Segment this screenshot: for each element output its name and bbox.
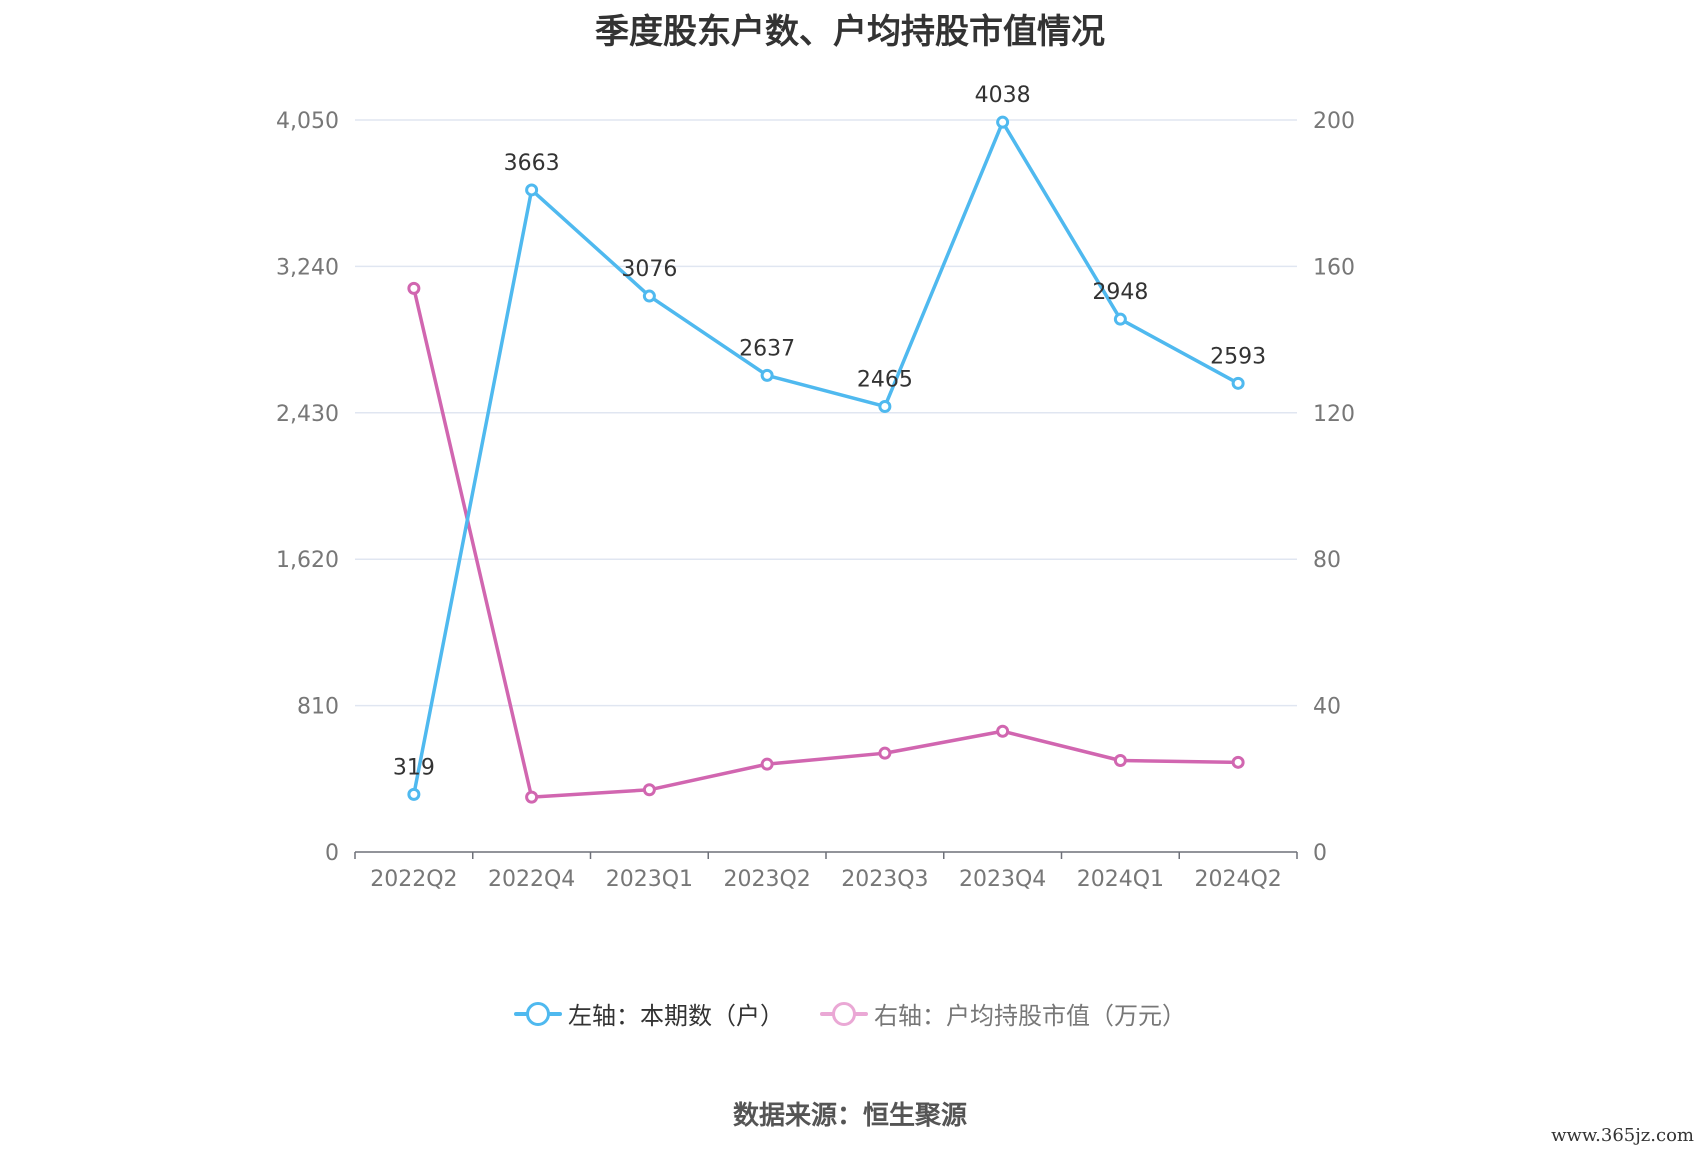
data-point: [1231, 376, 1245, 390]
y-left-tick-label: 3,240: [276, 255, 339, 280]
data-label: 3663: [504, 151, 560, 176]
x-tick-label: 2024Q2: [1194, 867, 1281, 892]
legend-item-left-axis[interactable]: 左轴：本期数（户）: [514, 996, 784, 1031]
legend-marker-circle-icon: [514, 1000, 562, 1028]
data-label: 2637: [739, 336, 795, 361]
x-tick-label: 2023Q3: [841, 867, 928, 892]
data-labels: 319 3663 3076 2637 2465 4038 2948 2593: [393, 83, 1266, 780]
data-label: 3076: [621, 257, 677, 282]
x-tick-label: 2024Q1: [1077, 867, 1164, 892]
x-tick-label: 2022Q4: [488, 867, 575, 892]
legend: 左轴：本期数（户） 右轴：户均持股市值（万元）: [0, 996, 1700, 1031]
data-label: 319: [393, 755, 435, 780]
x-tick-label: 2023Q2: [723, 867, 810, 892]
data-point: [525, 183, 539, 197]
x-tick-label: 2023Q4: [959, 867, 1046, 892]
y-left-tick-label: 2,430: [276, 402, 339, 427]
y-right-tick-label: 40: [1313, 695, 1341, 720]
data-label: 4038: [975, 83, 1031, 108]
data-point: [1231, 755, 1245, 769]
data-point: [760, 368, 774, 382]
x-tick-label: 2023Q1: [606, 867, 693, 892]
data-point: [996, 115, 1010, 129]
y-left-tick-label: 1,620: [276, 548, 339, 573]
y-left-tick-label: 0: [325, 841, 339, 866]
data-label: 2465: [857, 367, 913, 392]
series-line: [412, 287, 1239, 799]
source-note: 数据来源：恒生聚源: [732, 1101, 967, 1131]
data-point: [996, 724, 1010, 738]
data-point: [1113, 754, 1127, 767]
data-point: [642, 783, 656, 797]
data-point: [878, 399, 892, 413]
y-right-tick-label: 120: [1313, 402, 1355, 427]
data-point: [407, 787, 421, 801]
data-point: [525, 790, 539, 804]
data-point: [642, 289, 656, 303]
data-point: [878, 746, 892, 760]
data-label: 2593: [1210, 344, 1266, 369]
x-tick-label: 2022Q2: [370, 867, 457, 892]
data-point: [407, 281, 421, 295]
legend-marker-circle-icon: [820, 1000, 868, 1028]
watermark: www.365jz.com: [1551, 1125, 1694, 1146]
y-right-tick-label: 200: [1313, 109, 1355, 134]
y-left-tick-label: 4,050: [276, 109, 339, 134]
legend-label: 左轴：本期数（户）: [568, 1002, 784, 1030]
series-line: [412, 120, 1239, 795]
y-left-tick-label: 810: [297, 695, 339, 720]
y-right-tick-label: 80: [1313, 548, 1341, 573]
gridlines: [355, 119, 1297, 707]
series-lines: [407, 115, 1245, 804]
legend-item-right-axis[interactable]: 右轴：户均持股市值（万元）: [820, 996, 1186, 1031]
data-label: 2948: [1092, 280, 1148, 305]
data-point: [760, 757, 774, 771]
chart-title: 季度股东户数、户均持股市值情况: [595, 12, 1105, 52]
legend-label: 右轴：户均持股市值（万元）: [874, 1002, 1186, 1030]
y-right-tick-label: 0: [1313, 841, 1327, 866]
data-point: [1113, 312, 1127, 326]
y-right-tick-label: 160: [1313, 255, 1355, 280]
axes: 0 0 810 40 1,620 80 2,430 120 3,240 160 4,050 200 20…: [276, 109, 1355, 892]
